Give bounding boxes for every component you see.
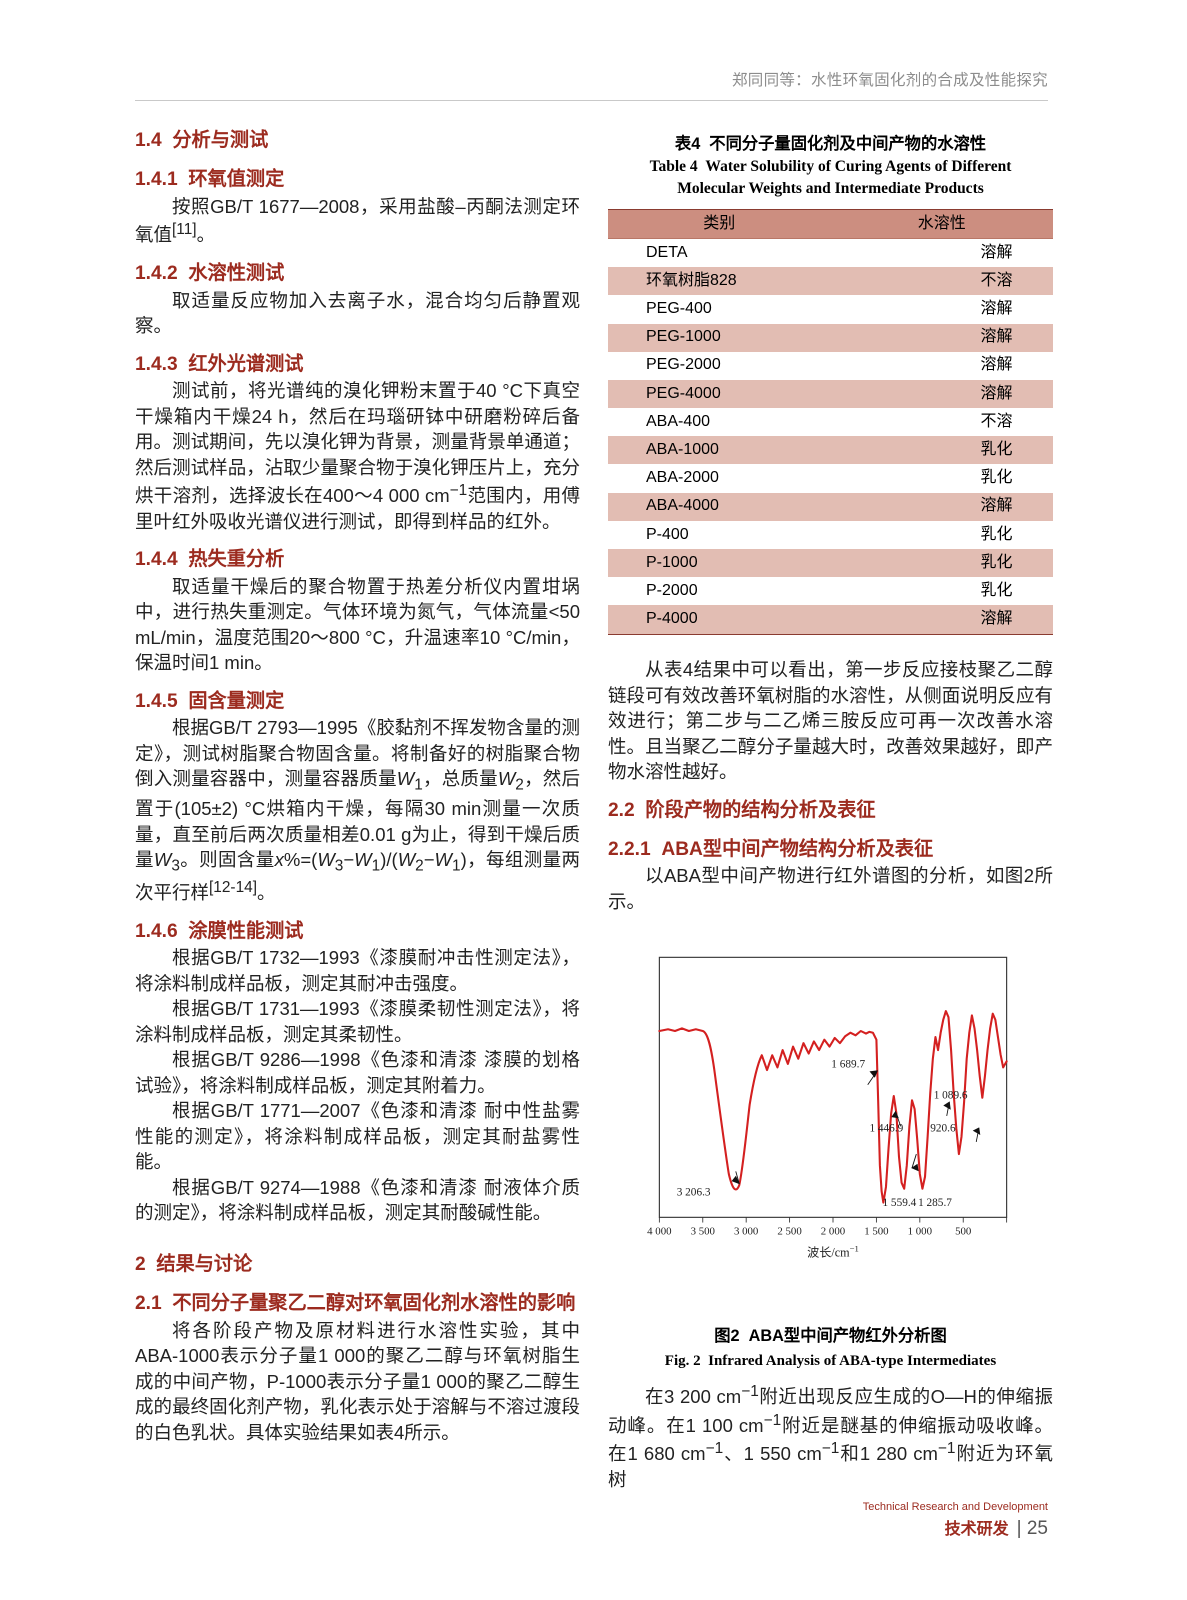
svg-text:波长/cm−1: 波长/cm−1: [807, 1243, 859, 1259]
svg-text:1 446.9: 1 446.9: [869, 1123, 903, 1135]
svg-text:1 089.6: 1 089.6: [934, 1090, 968, 1102]
svg-text:3 500: 3 500: [691, 1226, 715, 1238]
svg-text:1 689.7: 1 689.7: [831, 1058, 865, 1070]
svg-text:4 000: 4 000: [647, 1226, 671, 1238]
svg-text:1 500: 1 500: [864, 1226, 888, 1238]
svg-text:1 285.7: 1 285.7: [918, 1197, 952, 1209]
svg-text:920.6: 920.6: [930, 1123, 956, 1135]
svg-text:1 000: 1 000: [908, 1226, 932, 1238]
svg-text:2 000: 2 000: [821, 1226, 845, 1238]
svg-text:3 206.3: 3 206.3: [677, 1187, 711, 1199]
svg-text:2 500: 2 500: [777, 1226, 801, 1238]
svg-text:3 000: 3 000: [734, 1226, 758, 1238]
svg-text:1 559.4: 1 559.4: [882, 1197, 916, 1209]
svg-text:500: 500: [955, 1226, 971, 1238]
